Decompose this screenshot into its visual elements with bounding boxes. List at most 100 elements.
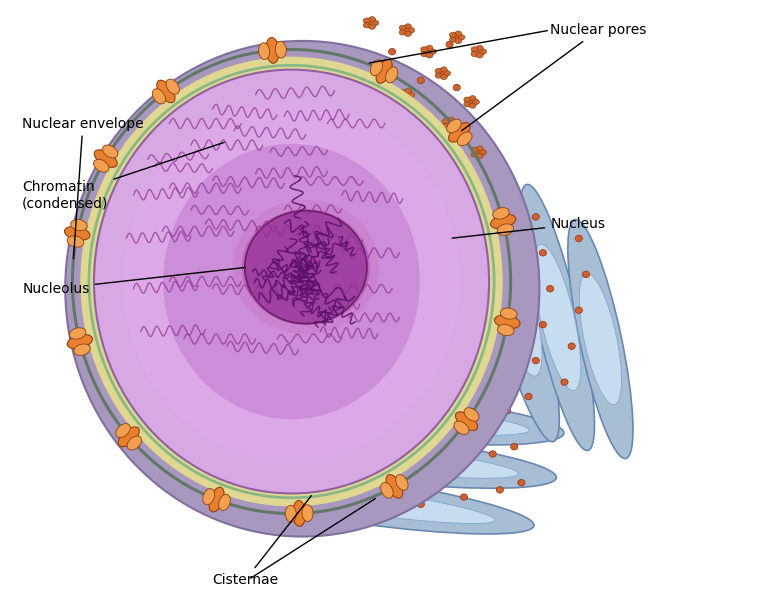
Ellipse shape [439,214,446,220]
Ellipse shape [476,53,483,58]
Ellipse shape [464,198,471,203]
Ellipse shape [417,501,424,507]
Ellipse shape [469,340,476,346]
Ellipse shape [353,465,360,471]
Ellipse shape [275,41,287,58]
Ellipse shape [369,24,375,29]
Ellipse shape [471,152,478,157]
Ellipse shape [284,404,529,435]
Ellipse shape [67,236,84,247]
Ellipse shape [483,282,490,288]
Ellipse shape [583,271,590,277]
Ellipse shape [462,246,469,252]
Ellipse shape [465,97,477,107]
Ellipse shape [372,20,378,26]
Ellipse shape [472,47,484,56]
Ellipse shape [395,474,408,491]
Ellipse shape [435,68,442,74]
Ellipse shape [363,18,370,23]
Ellipse shape [579,273,622,405]
Ellipse shape [94,69,489,494]
Ellipse shape [435,298,442,303]
Ellipse shape [453,418,460,425]
Ellipse shape [500,308,517,319]
Text: Nuclear envelope: Nuclear envelope [23,117,144,259]
Ellipse shape [575,307,583,313]
Ellipse shape [424,465,431,471]
Ellipse shape [464,102,471,107]
Ellipse shape [503,407,510,414]
Ellipse shape [103,145,118,158]
Ellipse shape [460,149,468,156]
Ellipse shape [447,119,462,133]
Ellipse shape [209,487,224,512]
Ellipse shape [424,164,431,170]
Ellipse shape [424,422,431,428]
Ellipse shape [408,28,415,33]
Ellipse shape [178,467,534,534]
Ellipse shape [449,37,456,43]
Ellipse shape [532,358,539,364]
Ellipse shape [448,125,455,130]
Ellipse shape [285,506,296,522]
Ellipse shape [274,494,280,500]
Ellipse shape [317,465,324,471]
Ellipse shape [464,339,471,344]
Ellipse shape [74,344,90,355]
Ellipse shape [405,96,411,101]
Ellipse shape [417,77,424,84]
Ellipse shape [455,38,462,44]
Ellipse shape [472,147,484,157]
Ellipse shape [487,286,493,291]
Ellipse shape [497,224,514,235]
Ellipse shape [517,479,525,486]
Ellipse shape [458,132,472,146]
Ellipse shape [493,208,509,219]
Ellipse shape [475,185,482,192]
Ellipse shape [476,153,483,159]
Ellipse shape [435,303,442,308]
Ellipse shape [232,200,379,334]
Ellipse shape [455,412,478,431]
Ellipse shape [444,119,455,128]
Ellipse shape [454,421,469,435]
Ellipse shape [471,147,478,153]
Text: Nuclear pores: Nuclear pores [462,23,646,131]
Ellipse shape [302,505,313,522]
Ellipse shape [408,92,415,98]
Ellipse shape [280,458,288,464]
Ellipse shape [476,46,483,50]
Ellipse shape [383,369,390,374]
Ellipse shape [388,49,395,55]
Ellipse shape [152,89,166,104]
Ellipse shape [469,96,476,101]
Ellipse shape [568,343,575,349]
Text: Cisternae: Cisternae [212,495,312,586]
Ellipse shape [448,123,470,142]
Ellipse shape [451,32,463,42]
Ellipse shape [426,46,433,50]
Ellipse shape [442,123,449,128]
Ellipse shape [490,214,516,229]
Ellipse shape [381,483,393,498]
Ellipse shape [460,135,468,141]
Ellipse shape [127,436,141,450]
Ellipse shape [422,47,434,56]
Ellipse shape [399,25,406,31]
Ellipse shape [444,301,451,305]
Ellipse shape [482,415,489,421]
Ellipse shape [486,216,542,376]
Ellipse shape [388,425,395,432]
Ellipse shape [309,501,317,507]
Ellipse shape [124,101,459,462]
Ellipse shape [464,202,471,207]
Ellipse shape [214,431,556,488]
Ellipse shape [460,494,468,500]
Ellipse shape [431,314,439,320]
Ellipse shape [489,450,497,457]
Ellipse shape [379,363,391,373]
Ellipse shape [405,24,411,29]
Ellipse shape [436,68,448,78]
Ellipse shape [71,219,87,231]
Ellipse shape [249,394,564,445]
